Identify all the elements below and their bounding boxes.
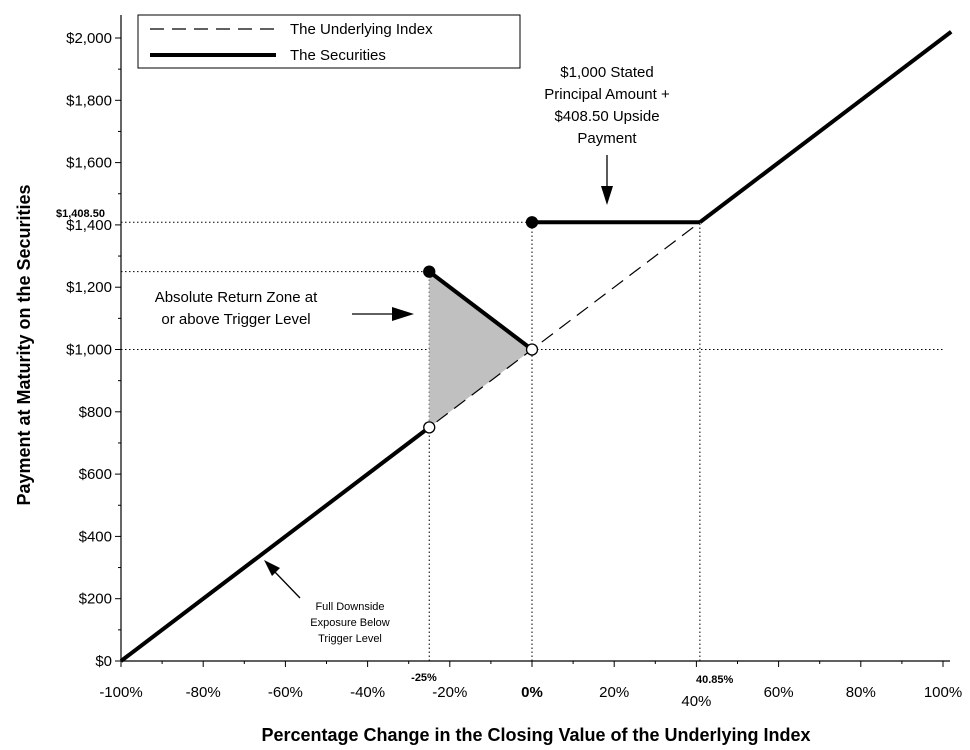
- cap-level-label: 40.85%: [696, 674, 734, 686]
- absolute-return-text-line-2: or above Trigger Level: [161, 311, 310, 328]
- y-tick-label-6: $1,200: [66, 279, 112, 296]
- y-axis-title: Payment at Maturity on the Securities: [14, 184, 34, 505]
- x-tick-label-9: 80%: [846, 684, 876, 701]
- x-tick-label-0: -100%: [99, 684, 142, 701]
- downside-arrow-head: [264, 560, 280, 576]
- legend: The Underlying Index The Securities: [137, 14, 521, 69]
- x-tick-label-4: -20%: [432, 684, 467, 701]
- absolute-return-text-line-1: Absolute Return Zone at: [155, 289, 318, 306]
- y-tick-label-3: $600: [79, 466, 112, 483]
- x-tick-label-10: 100%: [924, 684, 962, 701]
- absolute-return-arrow-head: [392, 307, 414, 321]
- x-tick-label-3: -40%: [350, 684, 385, 701]
- legend-label-securities: The Securities: [290, 47, 386, 64]
- upside-text-line-3: $408.50 Upside: [554, 108, 659, 125]
- marker-open-2: [525, 343, 539, 356]
- axes: $0 $200 $400 $600 $800 $1,000 $1,200 $1,400 $1,6…: [66, 15, 962, 710]
- absolute-return-zone: [429, 271, 532, 428]
- series-line-securities-segment-3: [698, 30, 953, 224]
- x-tick-label-7: 40%: [681, 693, 711, 710]
- y-tick-label-5: $1,000: [66, 342, 112, 359]
- y-tick-label-2: $400: [79, 528, 112, 545]
- upside-arrow-head: [601, 186, 613, 205]
- x-tick-label-8: 60%: [764, 684, 794, 701]
- downside-text-line-2: Exposure Below: [310, 617, 390, 629]
- x-tick-label-2: -60%: [268, 684, 303, 701]
- upside-annotation: $1,000 Stated Principal Amount + $408.50…: [544, 64, 670, 205]
- legend-label-index: The Underlying Index: [290, 21, 433, 38]
- x-tick-label-5: 0%: [521, 684, 543, 701]
- downside-text-line-3: Trigger Level: [318, 633, 382, 645]
- y-marker-label: $1,408.50: [56, 208, 105, 220]
- y-tick-label-4: $800: [79, 404, 112, 421]
- legend-box: [137, 14, 521, 69]
- y-tick-label-10: $2,000: [66, 30, 112, 47]
- absolute-return-annotation: Absolute Return Zone at or above Trigger…: [155, 289, 414, 328]
- x-axis-title: Percentage Change in the Closing Value o…: [261, 725, 810, 745]
- x-tick-label-6: 20%: [599, 684, 629, 701]
- y-tick-label-0: $0: [95, 653, 112, 670]
- y-tick-label-1: $200: [79, 591, 112, 608]
- y-tick-label-8: $1,600: [66, 155, 112, 172]
- marker-filled-3: [525, 216, 539, 229]
- upside-text-line-1: $1,000 Stated: [560, 64, 653, 81]
- downside-annotation: Full Downside Exposure Below Trigger Lev…: [264, 560, 390, 645]
- upside-text-line-2: Principal Amount +: [544, 86, 670, 103]
- series-line-securities-segment-1: [428, 270, 534, 352]
- upside-text-line-4: Payment: [577, 130, 637, 147]
- downside-arrow-shaft: [273, 570, 301, 599]
- marker-open-1: [423, 421, 436, 434]
- x-tick-label-1: -80%: [186, 684, 221, 701]
- trigger-level-label: -25%: [411, 672, 437, 684]
- y-tick-label-9: $1,800: [66, 92, 112, 109]
- marker-filled-0: [423, 265, 436, 278]
- downside-text-line-1: Full Downside: [315, 601, 384, 613]
- y-tick-label-7: $1,400: [66, 217, 112, 234]
- point-markers: [423, 216, 539, 434]
- series-line-securities-segment-0: [119, 425, 431, 663]
- shaded-zone: [429, 271, 532, 428]
